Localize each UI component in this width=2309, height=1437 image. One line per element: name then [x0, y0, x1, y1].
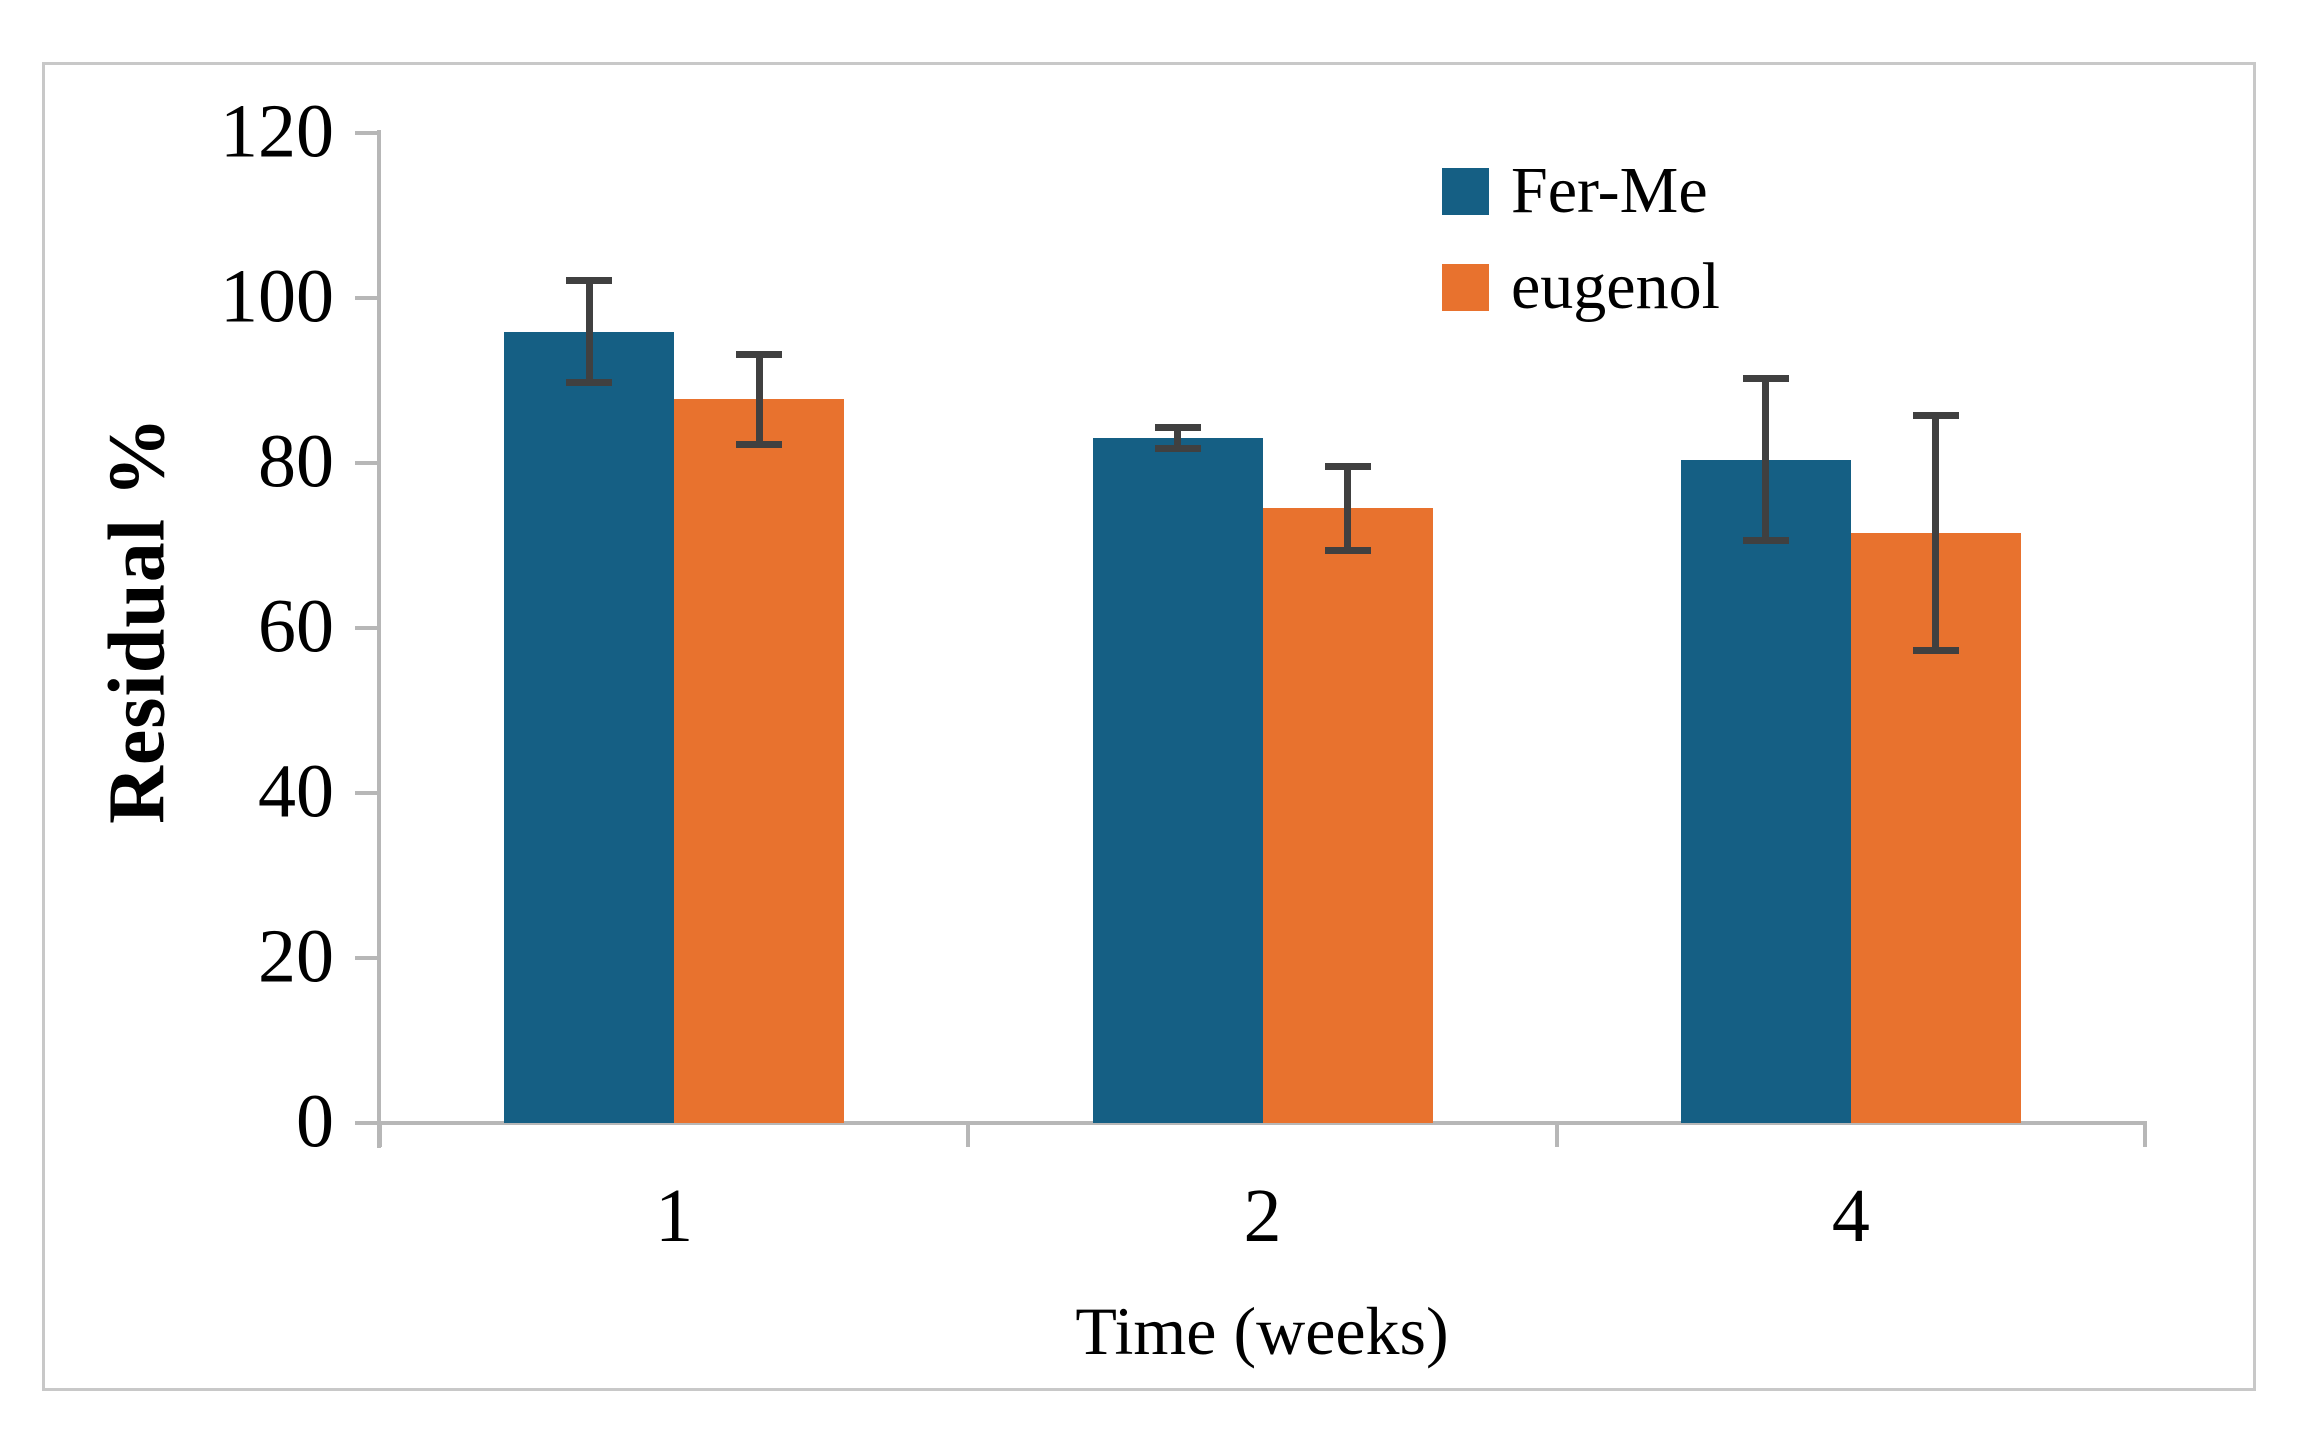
- legend-label-fer-me: Fer-Me: [1511, 154, 1708, 227]
- error-cap-bottom-fer-me-week-2: [1154, 445, 1201, 453]
- legend-item-fer-me[interactable]: Fer-Me: [1442, 158, 1720, 224]
- y-axis-line: [377, 130, 381, 1148]
- legend: Fer-Me eugenol: [1442, 158, 1720, 350]
- y-tick-mark: [355, 1121, 379, 1125]
- fer-me-swatch-icon: [1442, 167, 1489, 215]
- error-cap-bottom-fer-me-week-1: [566, 379, 613, 387]
- error-cap-top-fer-me-week-2: [1154, 424, 1201, 432]
- error-cap-top-fer-me-week-1: [566, 277, 613, 285]
- error-cap-bottom-eugenol-week-4: [1912, 646, 1959, 654]
- x-category-label-week-4: 4: [1831, 1174, 1870, 1258]
- x-axis-line: [378, 1121, 2147, 1125]
- error-cap-bottom-eugenol-week-1: [736, 441, 783, 449]
- x-category-label-week-1: 1: [655, 1174, 694, 1258]
- x-category-label-week-2: 2: [1243, 1174, 1282, 1258]
- error-bar-eugenol-week-1: [755, 354, 763, 445]
- eugenol-swatch-icon: [1442, 263, 1489, 311]
- y-tick-label: 0: [296, 1079, 334, 1164]
- y-tick-mark: [355, 791, 379, 795]
- y-tick-label: 20: [258, 914, 334, 999]
- x-tick-mark: [966, 1123, 971, 1147]
- y-tick-mark: [355, 296, 379, 300]
- y-tick-mark: [355, 461, 379, 465]
- x-tick-mark: [378, 1123, 382, 1147]
- error-bar-fer-me-week-4: [1762, 378, 1770, 541]
- x-tick-mark: [2143, 1123, 2147, 1147]
- y-axis-title: Residual %: [93, 416, 182, 824]
- bar-eugenol-week-1[interactable]: [674, 399, 845, 1123]
- legend-label-eugenol: eugenol: [1511, 250, 1720, 323]
- error-cap-top-eugenol-week-2: [1324, 462, 1371, 470]
- error-cap-top-fer-me-week-4: [1742, 375, 1789, 383]
- error-cap-top-eugenol-week-4: [1912, 412, 1959, 420]
- y-tick-mark: [355, 626, 379, 630]
- y-tick-label: 60: [258, 584, 334, 669]
- y-tick-label: 80: [258, 419, 334, 504]
- x-tick-mark: [1554, 1123, 1559, 1147]
- error-bar-eugenol-week-2: [1344, 466, 1351, 551]
- error-cap-bottom-fer-me-week-4: [1742, 537, 1789, 545]
- bar-fer-me-week-4[interactable]: [1680, 459, 1851, 1123]
- error-cap-bottom-eugenol-week-2: [1324, 546, 1371, 554]
- error-cap-top-eugenol-week-1: [736, 350, 783, 358]
- x-axis-title: Time (weeks): [1075, 1293, 1449, 1369]
- bar-fer-me-week-1[interactable]: [504, 331, 675, 1123]
- y-tick-mark: [355, 956, 379, 960]
- y-tick-mark: [355, 131, 379, 135]
- error-bar-fer-me-week-1: [585, 280, 593, 383]
- error-bar-fer-me-week-2: [1174, 427, 1181, 449]
- legend-item-eugenol[interactable]: eugenol: [1442, 254, 1720, 320]
- bar-eugenol-week-2[interactable]: [1262, 508, 1433, 1123]
- bar-fer-me-week-2[interactable]: [1092, 438, 1263, 1123]
- error-bar-eugenol-week-4: [1932, 415, 1940, 651]
- y-tick-label: 40: [258, 749, 334, 834]
- y-tick-label: 100: [220, 254, 334, 339]
- y-tick-label: 120: [220, 89, 334, 174]
